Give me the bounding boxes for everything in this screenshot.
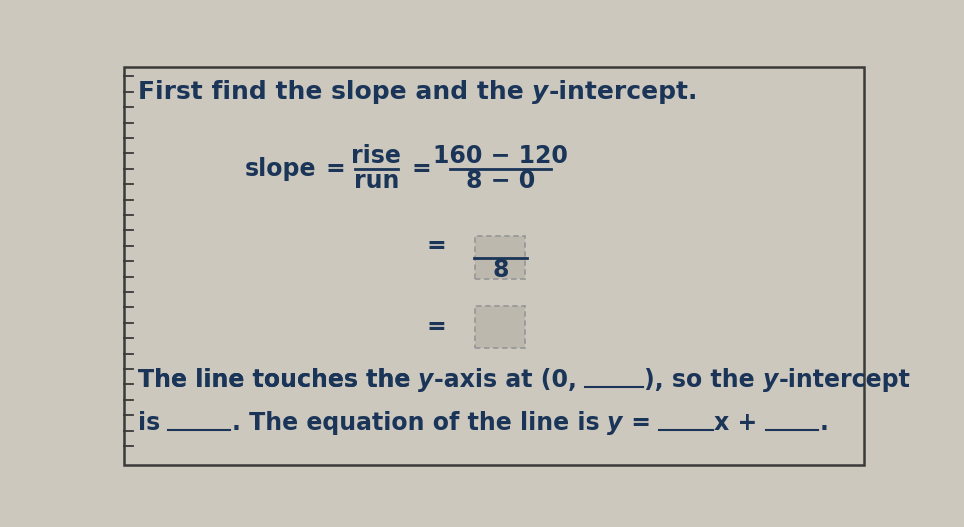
Text: =: = — [623, 411, 659, 435]
Text: y: y — [763, 368, 779, 393]
Text: slope: slope — [245, 157, 316, 181]
FancyBboxPatch shape — [475, 237, 525, 279]
Text: -axis at (0,: -axis at (0, — [434, 368, 585, 393]
Text: The line touches the: The line touches the — [138, 368, 418, 393]
Text: =: = — [326, 157, 346, 181]
Text: =: = — [427, 315, 446, 338]
Text: .: . — [819, 411, 829, 435]
Text: 8: 8 — [492, 258, 508, 281]
Text: 160 − 120: 160 − 120 — [433, 144, 568, 169]
Text: y: y — [607, 411, 623, 435]
Text: x +: x + — [714, 411, 765, 435]
Text: ), so the: ), so the — [644, 368, 763, 393]
Text: y: y — [418, 368, 434, 393]
Text: =: = — [411, 157, 431, 181]
FancyBboxPatch shape — [475, 306, 525, 348]
Text: . The equation of the line is: . The equation of the line is — [231, 411, 607, 435]
Text: -intercept: -intercept — [779, 368, 910, 393]
Text: First find the slope and the: First find the slope and the — [138, 80, 532, 104]
Text: -intercept.: -intercept. — [549, 80, 698, 104]
Text: is: is — [138, 411, 168, 435]
Text: The line touches the: The line touches the — [138, 368, 418, 393]
Text: y: y — [532, 80, 549, 104]
Text: 8 − 0: 8 − 0 — [466, 169, 535, 193]
Text: =: = — [427, 234, 446, 258]
Text: rise: rise — [351, 144, 401, 169]
Text: run: run — [354, 169, 399, 193]
